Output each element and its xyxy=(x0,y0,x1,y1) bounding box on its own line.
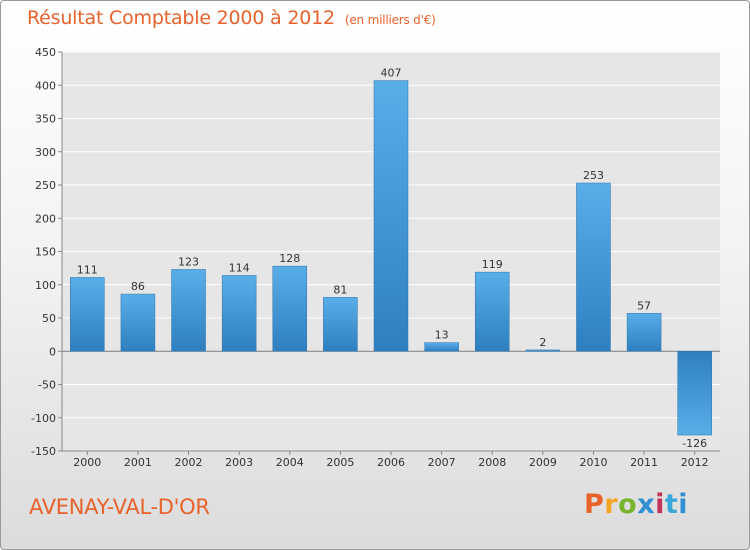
logo-letter-4: x xyxy=(637,489,656,520)
bar-2000 xyxy=(70,277,105,352)
x-tick-label-2007: 2007 xyxy=(428,456,456,469)
x-tick-label-2009: 2009 xyxy=(529,456,557,469)
data-label-2004: 128 xyxy=(279,252,300,265)
bar-2011 xyxy=(626,313,662,352)
bar-2002 xyxy=(171,269,206,352)
unit-label: (en milliers d'€) xyxy=(344,13,436,27)
bar-2005 xyxy=(323,297,358,352)
logo-letter-1: P xyxy=(584,489,605,520)
data-label-2012: -126 xyxy=(682,437,707,450)
y-tick-label: 450 xyxy=(35,46,56,59)
logo-letter-6: t xyxy=(664,489,679,520)
y-tick-label: 300 xyxy=(35,146,56,159)
x-tick-label-2008: 2008 xyxy=(478,456,506,469)
y-tick-label: -150 xyxy=(31,445,56,458)
logo-letter-5: i xyxy=(655,489,665,520)
x-tick-label-2003: 2003 xyxy=(225,456,253,469)
bar-2006 xyxy=(373,80,409,352)
y-tick-label: 50 xyxy=(42,312,56,325)
y-tick-label: 150 xyxy=(35,246,56,259)
data-label-2002: 123 xyxy=(178,255,199,268)
x-tick-label-2006: 2006 xyxy=(377,456,405,469)
y-tick-label: 250 xyxy=(35,179,56,192)
y-tick-label: 0 xyxy=(49,345,56,358)
logo-letter-7: i xyxy=(678,489,689,520)
bar-2001 xyxy=(120,293,156,352)
data-label-2008: 119 xyxy=(482,258,503,271)
bar-2004 xyxy=(272,265,308,352)
x-tick-label-2000: 2000 xyxy=(73,456,101,469)
x-tick-label-2004: 2004 xyxy=(276,456,304,469)
y-tick-label: -100 xyxy=(31,412,56,425)
y-tick-label: -50 xyxy=(38,379,56,392)
bar-2007 xyxy=(424,342,459,352)
bar-2003 xyxy=(221,275,257,352)
data-label-2001: 86 xyxy=(131,280,145,293)
y-tick-label: 100 xyxy=(35,279,56,292)
chart-title: Résultat Comptable 2000 à 2012 (en millie… xyxy=(27,7,436,29)
x-tick-label-2001: 2001 xyxy=(124,456,152,469)
bar-2008 xyxy=(474,271,510,352)
data-label-2000: 111 xyxy=(77,263,98,276)
commune-name: AVENAY-VAL-D'OR xyxy=(29,495,210,519)
data-label-2006: 407 xyxy=(381,67,402,80)
data-label-2010: 253 xyxy=(583,169,604,182)
bar-2010 xyxy=(576,182,611,352)
y-tick-label: 200 xyxy=(35,212,56,225)
bar-2009 xyxy=(525,349,561,352)
data-label-2007: 13 xyxy=(435,329,449,342)
data-label-2003: 114 xyxy=(229,261,250,274)
y-tick-label: 350 xyxy=(35,113,56,126)
data-label-2005: 81 xyxy=(333,283,347,296)
x-tick-label-2005: 2005 xyxy=(326,456,354,469)
x-tick-label-2011: 2011 xyxy=(630,456,658,469)
x-tick-label-2012: 2012 xyxy=(681,456,709,469)
logo-letter-2: r xyxy=(604,489,619,520)
proxiti-logo: Proxiti xyxy=(584,489,688,520)
x-tick-label-2010: 2010 xyxy=(579,456,607,469)
logo-letter-3: o xyxy=(618,489,638,520)
data-label-2011: 57 xyxy=(637,299,651,312)
title-text: Résultat Comptable 2000 à 2012 xyxy=(27,7,335,29)
bar-2012 xyxy=(677,351,712,436)
data-label-2009: 2 xyxy=(539,336,546,349)
y-tick-label: 400 xyxy=(35,79,56,92)
x-tick-label-2002: 2002 xyxy=(175,456,203,469)
